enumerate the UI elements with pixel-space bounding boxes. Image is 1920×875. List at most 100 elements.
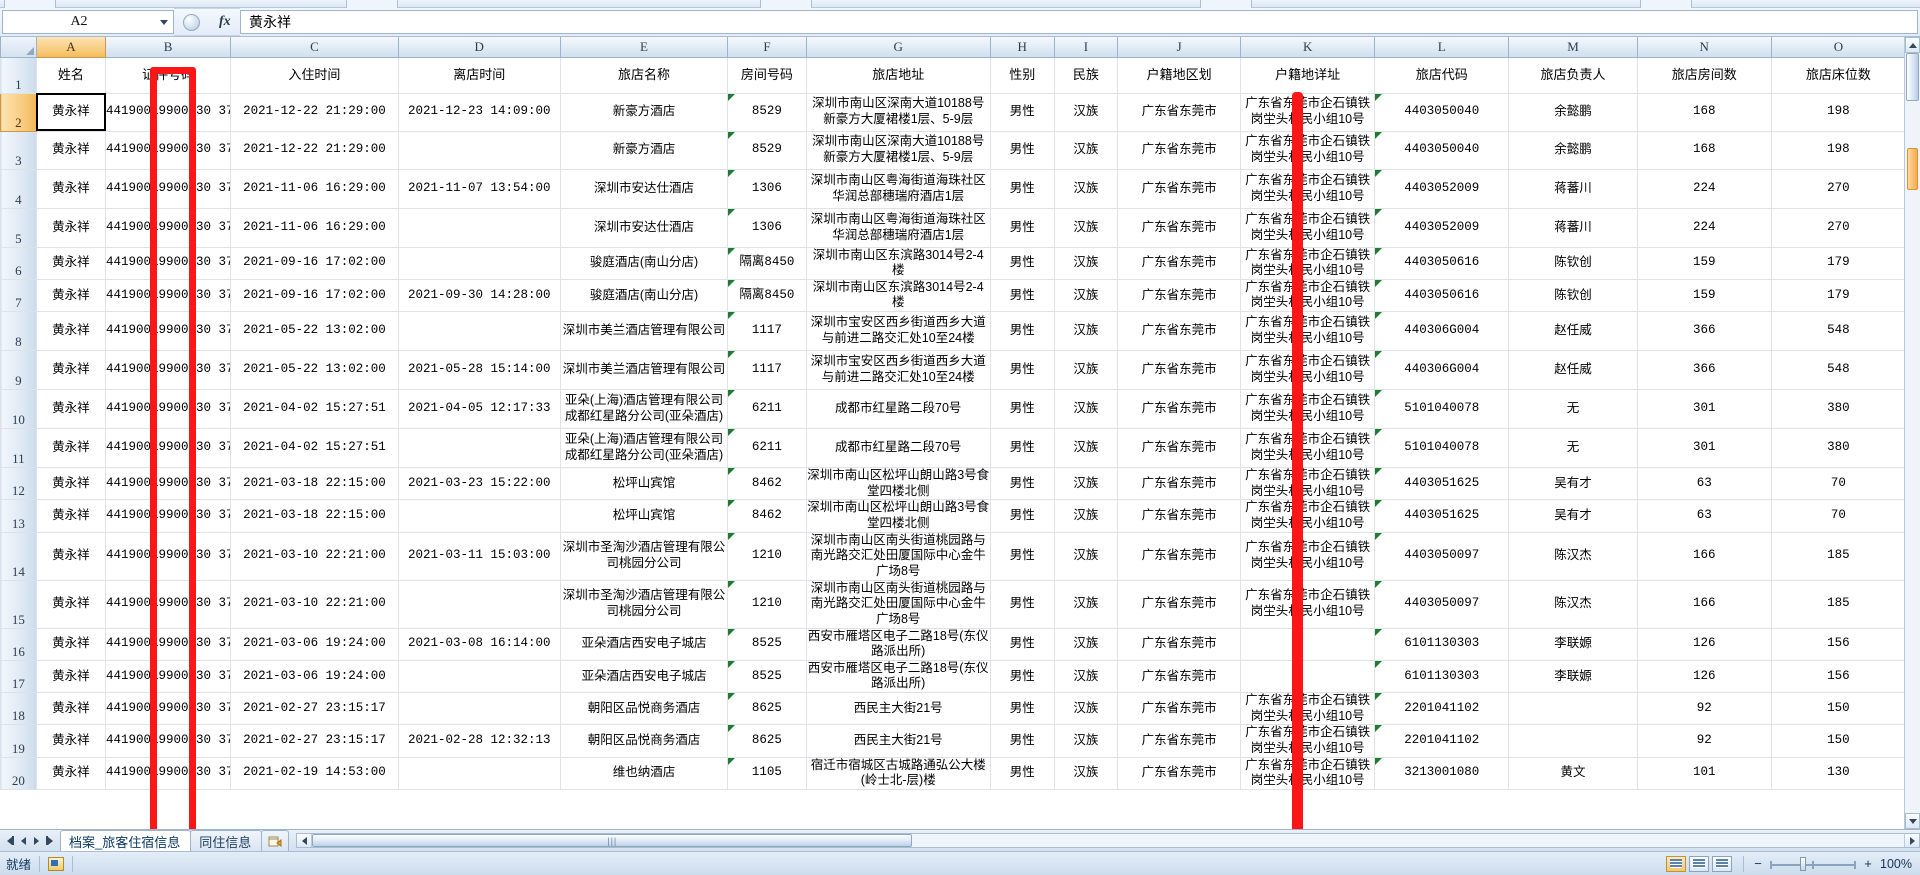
cell-K7[interactable]: 广东省东莞市企石镇铁岗坣头村民小组10号 [1240, 278, 1376, 313]
cell-B14[interactable]: 44190019900930 376 [105, 531, 232, 581]
cell-E4[interactable]: 深圳市安达仕酒店 [559, 168, 729, 209]
cell-M2[interactable]: 余懿鹏 [1508, 92, 1638, 132]
cell-N5[interactable]: 224 [1636, 207, 1772, 248]
cell-D3[interactable] [397, 130, 561, 170]
cell-N6[interactable]: 159 [1636, 246, 1772, 280]
cell-N14[interactable]: 166 [1636, 531, 1772, 581]
cell-D11[interactable] [397, 428, 561, 468]
cell-K17[interactable] [1240, 659, 1376, 694]
name-box-dropdown-icon[interactable] [155, 19, 173, 25]
cell-O13[interactable]: 70 [1770, 499, 1904, 533]
cell-O16[interactable]: 156 [1770, 627, 1904, 661]
cell-L14[interactable]: 4403050097 [1374, 531, 1510, 581]
header-cell-hotel-address[interactable]: 旅店地址 [805, 56, 991, 94]
cell-K11[interactable]: 广东省东莞市企石镇铁岗坣头村民小组10号 [1240, 428, 1376, 468]
cell-D2[interactable]: 2021-12-23 14:09:00 [397, 92, 561, 132]
cell-B19[interactable]: 44190019900930 376 [105, 724, 232, 758]
cell-M8[interactable]: 赵任威 [1508, 311, 1638, 351]
header-cell-checkin-time[interactable]: 入住时间 [230, 56, 399, 94]
cell-D18[interactable] [397, 691, 561, 726]
normal-view-icon[interactable] [1666, 855, 1686, 872]
column-header-M[interactable]: M [1508, 37, 1638, 58]
cell-E12[interactable]: 松坪山宾馆 [559, 466, 729, 501]
column-header-I[interactable]: I [1053, 37, 1119, 58]
cell-D19[interactable]: 2021-02-28 12:32:13 [397, 724, 561, 758]
cell-F4[interactable]: 1306 [727, 168, 807, 209]
cell-L9[interactable]: 440306G004 [1374, 350, 1510, 390]
cell-A12[interactable]: 黄永祥 [35, 466, 107, 501]
cell-G6[interactable]: 深圳市南山区东滨路3014号2-4楼 [805, 246, 991, 280]
cell-F19[interactable]: 8625 [727, 724, 807, 758]
cell-N2[interactable]: 168 [1636, 92, 1772, 132]
last-sheet-icon[interactable] [46, 836, 54, 845]
row-header-5[interactable]: 5 [0, 207, 37, 248]
row-header-10[interactable]: 10 [0, 389, 37, 429]
cell-E18[interactable]: 朝阳区品悦商务酒店 [559, 691, 729, 726]
cell-C18[interactable]: 2021-02-27 23:15:17 [230, 691, 399, 726]
header-cell-hotel-name[interactable]: 旅店名称 [559, 56, 729, 94]
cell-N9[interactable]: 366 [1636, 350, 1772, 390]
cell-O3[interactable]: 198 [1770, 130, 1904, 170]
cell-I10[interactable]: 汉族 [1053, 389, 1119, 429]
cell-A18[interactable]: 黄永祥 [35, 691, 107, 726]
cell-J12[interactable]: 广东省东莞市 [1117, 466, 1242, 501]
cell-J20[interactable]: 广东省东莞市 [1117, 756, 1242, 790]
cell-N4[interactable]: 224 [1636, 168, 1772, 209]
cell-M20[interactable]: 黄文 [1508, 756, 1638, 790]
cell-G20[interactable]: 宿迁市宿城区古城路通弘公大楼(岭士北-层)楼 [805, 756, 991, 790]
cell-G8[interactable]: 深圳市宝安区西乡街道西乡大道与前进二路交汇处10至24楼 [805, 311, 991, 351]
cell-A14[interactable]: 黄永祥 [35, 531, 107, 581]
cell-I5[interactable]: 汉族 [1053, 207, 1119, 248]
cell-M5[interactable]: 蒋蕃川 [1508, 207, 1638, 248]
cell-F18[interactable]: 8625 [727, 691, 807, 726]
cell-F7[interactable]: 隔离8450 [727, 278, 807, 313]
cell-M14[interactable]: 陈汉杰 [1508, 531, 1638, 581]
cell-B9[interactable]: 44190019900930 376 [105, 350, 232, 390]
cell-D9[interactable]: 2021-05-28 15:14:00 [397, 350, 561, 390]
header-cell-bed-count[interactable]: 旅店床位数 [1770, 56, 1904, 94]
cell-K12[interactable]: 广东省东莞市企石镇铁岗坣头村民小组10号 [1240, 466, 1376, 501]
column-header-H[interactable]: H [989, 37, 1055, 58]
cell-K9[interactable]: 广东省东莞市企石镇铁岗坣头村民小组10号 [1240, 350, 1376, 390]
header-cell-hotel-code[interactable]: 旅店代码 [1374, 56, 1510, 94]
cell-B4[interactable]: 44190019900930 376 [105, 168, 232, 209]
cell-E7[interactable]: 骏庭酒店(南山分店) [559, 278, 729, 313]
cell-F2[interactable]: 8529 [727, 92, 807, 132]
sheet-tab-dangan-lvke-zhusu-xinxi[interactable]: 档案_旅客住宿信息 [60, 830, 192, 851]
cell-B16[interactable]: 44190019900930 376 [105, 627, 232, 661]
cell-D12[interactable]: 2021-03-23 15:22:00 [397, 466, 561, 501]
scroll-up-icon[interactable] [1905, 37, 1920, 53]
cell-O19[interactable]: 150 [1770, 724, 1904, 758]
cell-L3[interactable]: 4403050040 [1374, 130, 1510, 170]
cell-K16[interactable] [1240, 627, 1376, 661]
prev-sheet-icon[interactable] [21, 836, 27, 845]
cell-G2[interactable]: 深圳市南山区深南大道10188号新豪方大厦裙楼1层、5-9层 [805, 92, 991, 132]
cell-O14[interactable]: 185 [1770, 531, 1904, 581]
cell-C11[interactable]: 2021-04-02 15:27:51 [230, 428, 399, 468]
cell-F12[interactable]: 8462 [727, 466, 807, 501]
cancel-entry-icon[interactable] [183, 13, 201, 31]
cell-E5[interactable]: 深圳市安达仕酒店 [559, 207, 729, 248]
page-layout-view-icon[interactable] [1689, 855, 1709, 872]
insert-function-icon[interactable]: fx [218, 14, 231, 29]
cell-G7[interactable]: 深圳市南山区东滨路3014号2-4楼 [805, 278, 991, 313]
cell-O9[interactable]: 548 [1770, 350, 1904, 390]
cell-G13[interactable]: 深圳市南山区松坪山朗山路3号食堂四楼北侧 [805, 499, 991, 533]
cell-C12[interactable]: 2021-03-18 22:15:00 [230, 466, 399, 501]
column-header-B[interactable]: B [105, 37, 232, 58]
cell-N12[interactable]: 63 [1636, 466, 1772, 501]
cell-H10[interactable]: 男性 [989, 389, 1055, 429]
row-header-7[interactable]: 7 [0, 278, 37, 313]
fill-handle[interactable] [103, 128, 105, 130]
cell-B3[interactable]: 44190019900930 376 [105, 130, 232, 170]
cell-G3[interactable]: 深圳市南山区深南大道10188号新豪方大厦裙楼1层、5-9层 [805, 130, 991, 170]
cell-C19[interactable]: 2021-02-27 23:15:17 [230, 724, 399, 758]
cell-A16[interactable]: 黄永祥 [35, 627, 107, 661]
cell-J9[interactable]: 广东省东莞市 [1117, 350, 1242, 390]
cell-F14[interactable]: 1210 [727, 531, 807, 581]
cell-O6[interactable]: 179 [1770, 246, 1904, 280]
cell-E17[interactable]: 亚朵酒店西安电子城店 [559, 659, 729, 694]
zoom-slider[interactable] [1770, 856, 1856, 871]
header-cell-household-address[interactable]: 户籍地详址 [1240, 56, 1376, 94]
cell-O10[interactable]: 380 [1770, 389, 1904, 429]
